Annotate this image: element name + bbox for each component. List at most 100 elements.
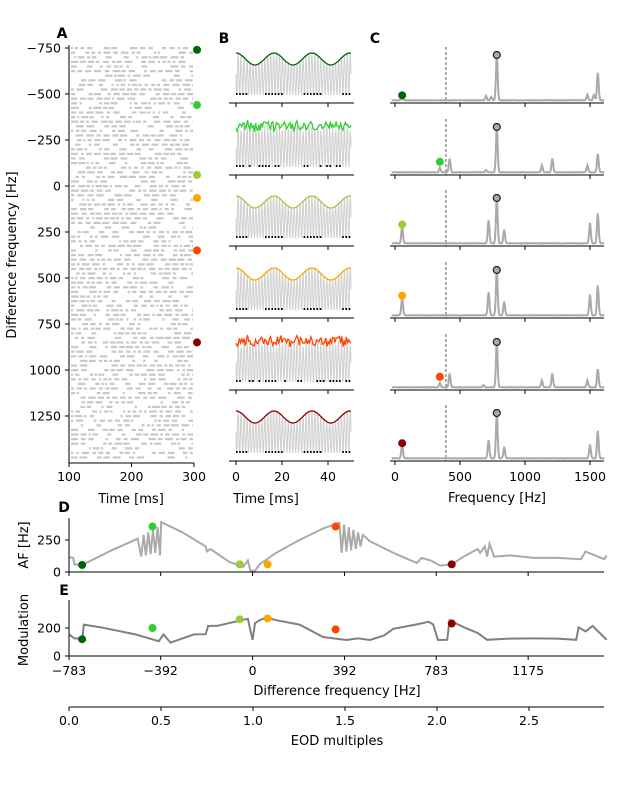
spike-mark xyxy=(134,396,140,399)
spike-mark xyxy=(181,424,190,427)
spike-mark xyxy=(79,267,85,270)
spike-mark xyxy=(185,263,189,266)
spike-mark xyxy=(71,129,74,132)
spike-mark xyxy=(87,139,92,142)
spike-mark xyxy=(133,244,141,247)
spike-mark xyxy=(157,212,165,215)
spike-mark xyxy=(154,442,162,445)
spike-mark xyxy=(92,447,100,450)
spike-mark xyxy=(111,350,117,353)
spike-mark xyxy=(85,318,92,321)
spike-mark xyxy=(86,300,90,303)
spike-mark xyxy=(127,327,134,330)
b-spike xyxy=(306,308,309,310)
spike-mark xyxy=(178,51,186,54)
b-carrier-trace xyxy=(235,339,352,384)
spike-mark xyxy=(150,203,156,206)
spike-mark xyxy=(150,180,156,183)
spike-mark xyxy=(109,185,112,188)
spike-mark xyxy=(82,323,89,326)
spike-mark xyxy=(122,267,128,270)
spike-mark xyxy=(146,369,155,372)
b-spike xyxy=(245,451,248,453)
spike-mark xyxy=(71,157,76,160)
spike-mark xyxy=(83,415,87,418)
spike-mark xyxy=(119,175,128,178)
e-point xyxy=(263,614,272,623)
spike-mark xyxy=(127,290,131,293)
spike-mark xyxy=(119,346,125,349)
spike-mark xyxy=(173,189,179,192)
spike-mark xyxy=(165,175,170,178)
spike-mark xyxy=(120,396,126,399)
spike-mark xyxy=(89,346,97,349)
spike-mark xyxy=(98,451,104,454)
spike-mark xyxy=(95,185,102,188)
spike-mark xyxy=(148,148,154,151)
spike-mark xyxy=(163,272,172,275)
b-spike xyxy=(345,93,348,95)
spike-mark xyxy=(124,424,130,427)
spike-mark xyxy=(121,401,126,404)
spike-mark xyxy=(151,451,157,454)
spike-mark xyxy=(102,139,110,142)
e-y-tick-label: 0 xyxy=(53,649,61,664)
spike-mark xyxy=(179,254,184,257)
spike-mark xyxy=(96,134,101,137)
spike-mark xyxy=(100,120,108,123)
spike-mark xyxy=(97,51,102,54)
spike-mark xyxy=(190,327,193,330)
spike-mark xyxy=(88,277,95,280)
spike-mark xyxy=(86,405,92,408)
spike-mark xyxy=(125,346,134,349)
e-x-tick-label: 1175 xyxy=(512,663,544,678)
spike-mark xyxy=(71,286,76,289)
spike-mark xyxy=(108,318,115,321)
spike-mark xyxy=(106,405,113,408)
spike-mark xyxy=(158,111,161,114)
spike-mark xyxy=(75,419,84,422)
spike-mark xyxy=(157,134,164,137)
spike-mark xyxy=(168,97,174,100)
spike-mark xyxy=(156,364,163,367)
spike-mark xyxy=(103,359,108,362)
spike-mark xyxy=(158,267,163,270)
spike-mark xyxy=(188,419,193,422)
b-spike xyxy=(258,380,261,382)
spike-mark xyxy=(165,166,173,169)
b-spike xyxy=(306,93,309,95)
spike-mark xyxy=(174,166,178,169)
spike-mark xyxy=(116,304,122,307)
e-point xyxy=(235,615,244,624)
spike-mark xyxy=(148,56,152,59)
spike-mark xyxy=(142,332,147,335)
spike-mark xyxy=(160,162,164,165)
spike-mark xyxy=(153,120,161,123)
c-af-marker xyxy=(398,439,407,448)
spike-mark xyxy=(182,451,188,454)
panel-letter-D: D xyxy=(58,500,70,516)
spike-mark xyxy=(163,93,170,96)
spike-mark xyxy=(163,139,170,142)
spike-mark xyxy=(96,424,102,427)
spike-mark xyxy=(137,350,142,353)
spike-mark xyxy=(132,410,137,413)
spike-mark xyxy=(185,290,193,293)
spike-mark xyxy=(135,346,140,349)
spike-mark xyxy=(102,185,108,188)
spike-mark xyxy=(176,346,183,349)
spike-mark xyxy=(87,97,94,100)
spike-mark xyxy=(101,175,106,178)
spike-mark xyxy=(142,208,148,211)
c-eod-peak-marker xyxy=(492,122,501,132)
spike-mark xyxy=(159,189,167,192)
spike-mark xyxy=(149,70,156,73)
spike-mark xyxy=(71,281,76,284)
d-point xyxy=(148,522,157,531)
spike-mark xyxy=(75,129,80,132)
b-spike xyxy=(339,380,341,382)
spike-mark xyxy=(179,189,187,192)
b-spike xyxy=(313,451,315,453)
spike-mark xyxy=(138,382,146,385)
